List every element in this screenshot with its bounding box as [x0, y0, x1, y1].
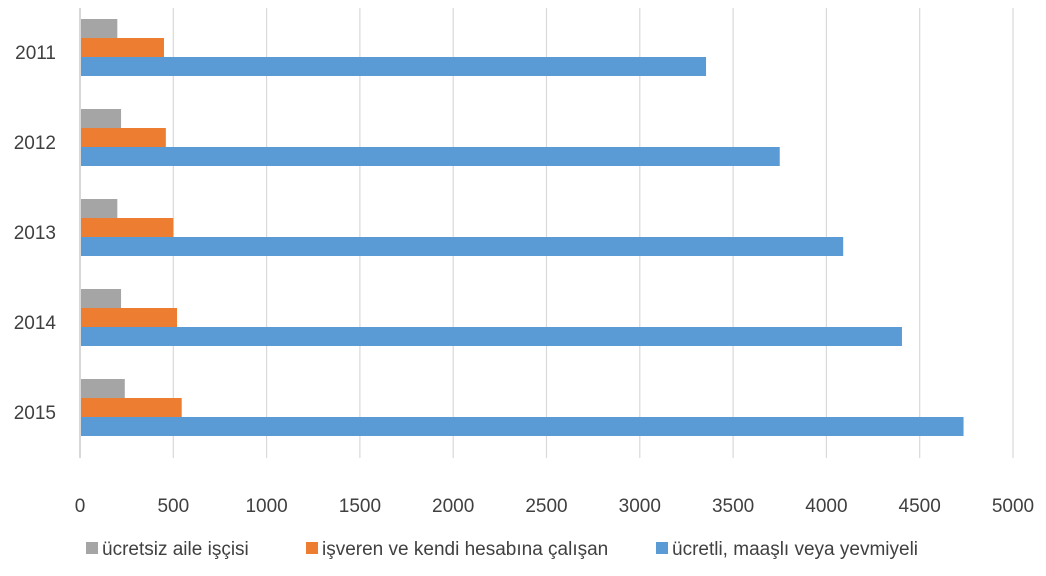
- bar-2012-series-2: [81, 128, 166, 147]
- bar-2015-series-1: [81, 379, 125, 398]
- legend: ücretsiz aile işçisi işveren ve kendi hes…: [86, 539, 918, 560]
- x-tick-label: 3000: [619, 496, 661, 517]
- bars: [81, 19, 964, 436]
- bar-2014-series-3: [81, 327, 902, 346]
- x-tick-label: 4000: [805, 496, 847, 517]
- bar-2015-series-2: [81, 398, 182, 417]
- bar-2011-series-1: [81, 19, 118, 38]
- legend-swatch: [86, 542, 98, 554]
- bar-2013-series-3: [81, 237, 844, 256]
- legend-swatch: [306, 542, 318, 554]
- bar-2012-series-3: [81, 147, 780, 166]
- legend-label: ücretsiz aile işçisi: [102, 539, 249, 560]
- bar-2014-series-1: [81, 289, 122, 308]
- bar-2015-series-3: [81, 417, 964, 436]
- bar-2013-series-1: [81, 199, 118, 218]
- y-tick-label: 2013: [14, 223, 56, 244]
- legend-swatch: [656, 542, 668, 554]
- bar-2011-series-2: [81, 38, 164, 57]
- x-tick-label: 500: [157, 496, 189, 517]
- y-tick-label: 2014: [14, 313, 57, 334]
- x-tick-label: 1000: [245, 496, 287, 517]
- gridlines: [79, 8, 1014, 458]
- x-tick-label: 4500: [899, 496, 941, 517]
- x-tick-label: 0: [75, 496, 86, 517]
- y-axis-category-labels: 2011 2012 2013 2014 2015: [14, 43, 57, 424]
- x-tick-label: 1500: [339, 496, 381, 517]
- y-tick-label: 2015: [14, 403, 56, 424]
- y-tick-label: 2011: [15, 43, 56, 64]
- x-axis-tick-labels: 0 500 1000 1500 2000 2500 3000 3500 4000 4500 5000: [75, 496, 1034, 517]
- bar-2011-series-3: [81, 57, 707, 76]
- x-tick-label: 5000: [992, 496, 1034, 517]
- bar-2014-series-2: [81, 308, 178, 327]
- legend-label: ücretli, maaşlı veya yevmiyeli: [672, 539, 918, 560]
- x-tick-label: 2000: [432, 496, 474, 517]
- legend-label: işveren ve kendi hesabına çalışan: [322, 539, 608, 560]
- y-tick-label: 2012: [14, 133, 56, 154]
- bar-2012-series-1: [81, 109, 122, 128]
- x-tick-label: 2500: [525, 496, 567, 517]
- bar-2013-series-2: [81, 218, 174, 237]
- x-tick-label: 3500: [712, 496, 754, 517]
